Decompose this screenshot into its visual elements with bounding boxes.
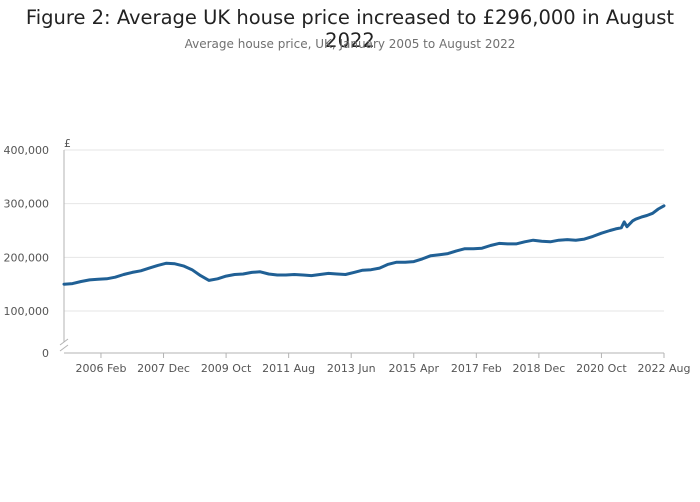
y-tick-label: 400,000 (4, 144, 50, 157)
axis-break-mark (59, 338, 69, 352)
chart-subtitle: Average house price, UK, January 2005 to… (184, 37, 516, 51)
y-tick-label: 0 (42, 347, 49, 360)
y-tick-label: 100,000 (4, 305, 50, 318)
x-tick-label: 2006 Feb (75, 362, 126, 375)
y-tick-label: 200,000 (4, 251, 50, 264)
gridlines (64, 149, 664, 312)
x-tick-label: 2018 Dec (512, 362, 565, 375)
x-axis-ticks: 2006 Feb 2007 Dec 2009 Oct 2011 Aug 2013 Jun… (75, 353, 690, 375)
x-tick-label: 2007 Dec (137, 362, 190, 375)
x-tick-label: 2013 Jun (327, 362, 376, 375)
x-tick-label: 2015 Apr (388, 362, 439, 375)
x-tick-label: 2017 Feb (451, 362, 502, 375)
chart-title: Figure 2: Average UK house price increas… (25, 6, 675, 52)
series-layer (62, 204, 666, 286)
y-tick-label: 300,000 (4, 198, 50, 211)
axes (59, 150, 664, 354)
x-tick-label: 2009 Oct (201, 362, 252, 375)
x-tick-label: 2022 Aug (638, 362, 691, 375)
y-axis-unit-label: £ (64, 137, 71, 150)
x-tick-label: 2011 Aug (262, 362, 315, 375)
x-tick-label: 2020 Oct (576, 362, 627, 375)
series-line-house-price (62, 204, 666, 286)
y-axis-ticks: 0 100,000 200,000 300,000 400,000 (4, 144, 50, 360)
